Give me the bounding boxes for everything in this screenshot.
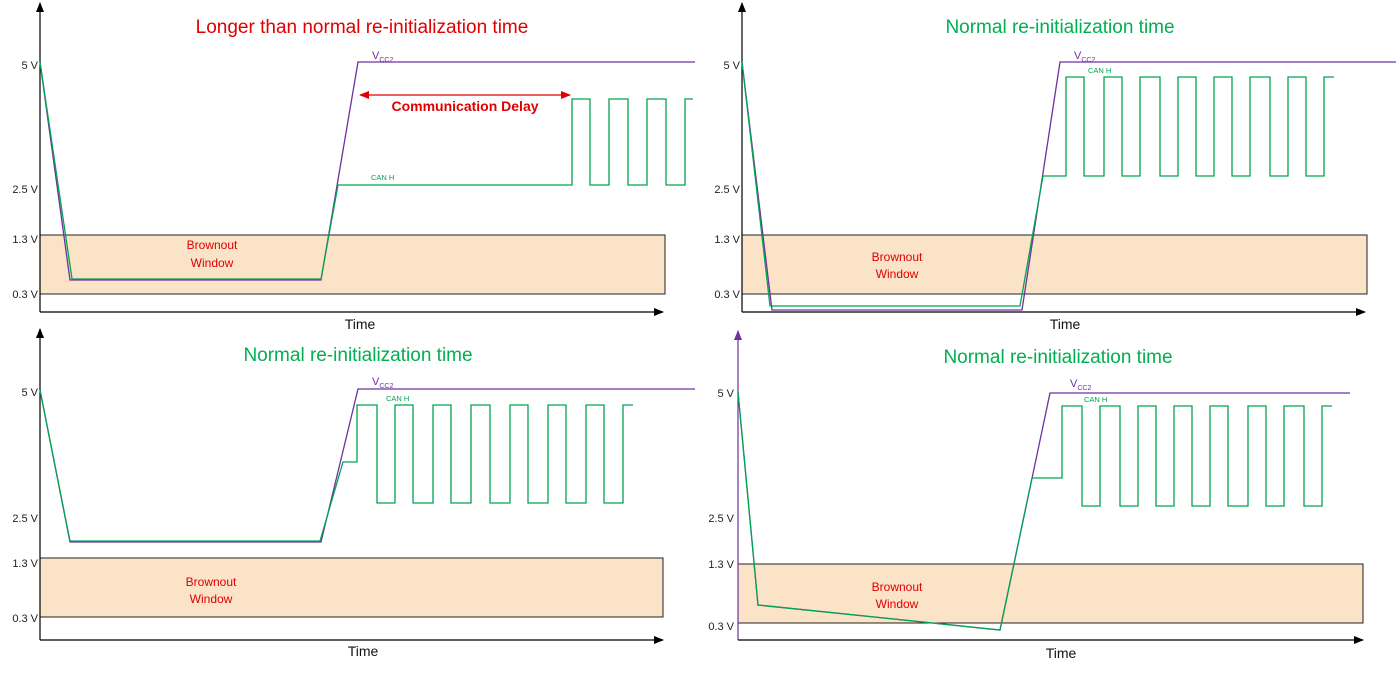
vcc2-label: VCC2 xyxy=(372,376,393,390)
y-label-1-3v: 1.3 V xyxy=(12,558,38,570)
communication-delay-label: Communication Delay xyxy=(391,98,538,114)
canh-label: CAN H xyxy=(1084,395,1107,404)
y-label-1-3v: 1.3 V xyxy=(714,234,740,246)
y-label-5v: 5 V xyxy=(21,60,38,72)
canh-signal xyxy=(39,61,693,280)
y-label-5v: 5 V xyxy=(723,60,740,72)
panel-title: Normal re-initialization time xyxy=(943,347,1172,368)
x-axis-label: Time xyxy=(1046,645,1077,661)
brownout-label-line1: Brownout xyxy=(187,238,238,252)
brownout-window xyxy=(737,563,1364,624)
canh-signal xyxy=(737,391,1332,631)
brownout-window xyxy=(741,234,1368,295)
panel-bottom-right: Brownout Window 5 V 2.5 V 1.3 V 0.3 V Ti… xyxy=(708,330,1364,661)
y-label-1-3v: 1.3 V xyxy=(12,234,38,246)
panel-title: Normal re-initialization time xyxy=(243,345,472,366)
canh-label: CAN H xyxy=(371,173,394,182)
brownout-label-line2: Window xyxy=(191,256,234,270)
canh-label: CAN H xyxy=(386,394,409,403)
y-label-0-3v: 0.3 V xyxy=(12,289,38,301)
brownout-label-line2: Window xyxy=(876,267,919,281)
panel-title: Longer than normal re-initialization tim… xyxy=(196,17,529,38)
vcc2-signal xyxy=(741,61,1396,311)
panel-top-right: Brownout Window 5 V 2.5 V 1.3 V 0.3 V Ti… xyxy=(714,2,1396,332)
brownout-label-line2: Window xyxy=(190,592,233,606)
canh-signal xyxy=(741,61,1334,307)
x-axis-label: Time xyxy=(1050,316,1081,332)
x-axis-label: Time xyxy=(348,643,379,659)
vcc2-label: VCC2 xyxy=(1070,378,1091,392)
y-label-2-5v: 2.5 V xyxy=(12,513,38,525)
brownout-label-line2: Window xyxy=(876,597,919,611)
vcc2-label: VCC2 xyxy=(372,50,393,64)
y-label-0-3v: 0.3 V xyxy=(714,289,740,301)
vcc2-signal xyxy=(39,388,695,543)
brownout-label-line1: Brownout xyxy=(872,250,923,264)
brownout-label-line1: Brownout xyxy=(186,575,237,589)
brownout-label-line1: Brownout xyxy=(872,580,923,594)
y-label-1-3v: 1.3 V xyxy=(708,559,734,571)
y-label-0-3v: 0.3 V xyxy=(12,613,38,625)
brownout-window xyxy=(39,234,666,295)
y-label-0-3v: 0.3 V xyxy=(708,621,734,633)
canh-label: CAN H xyxy=(1088,66,1111,75)
y-label-2-5v: 2.5 V xyxy=(12,184,38,196)
vcc2-label: VCC2 xyxy=(1074,50,1095,64)
y-label-2-5v: 2.5 V xyxy=(714,184,740,196)
brownout-window xyxy=(39,557,664,618)
y-label-5v: 5 V xyxy=(717,388,734,400)
y-label-5v: 5 V xyxy=(21,387,38,399)
panel-bottom-left: Brownout Window 5 V 2.5 V 1.3 V 0.3 V Ti… xyxy=(12,328,695,659)
y-label-2-5v: 2.5 V xyxy=(708,513,734,525)
panel-top-left: Brownout Window 5 V 2.5 V 1.3 V 0.3 V Ti… xyxy=(12,2,695,332)
canh-signal xyxy=(39,389,633,542)
vcc2-signal xyxy=(39,61,695,281)
panel-title: Normal re-initialization time xyxy=(945,17,1174,38)
x-axis-label: Time xyxy=(345,316,376,332)
